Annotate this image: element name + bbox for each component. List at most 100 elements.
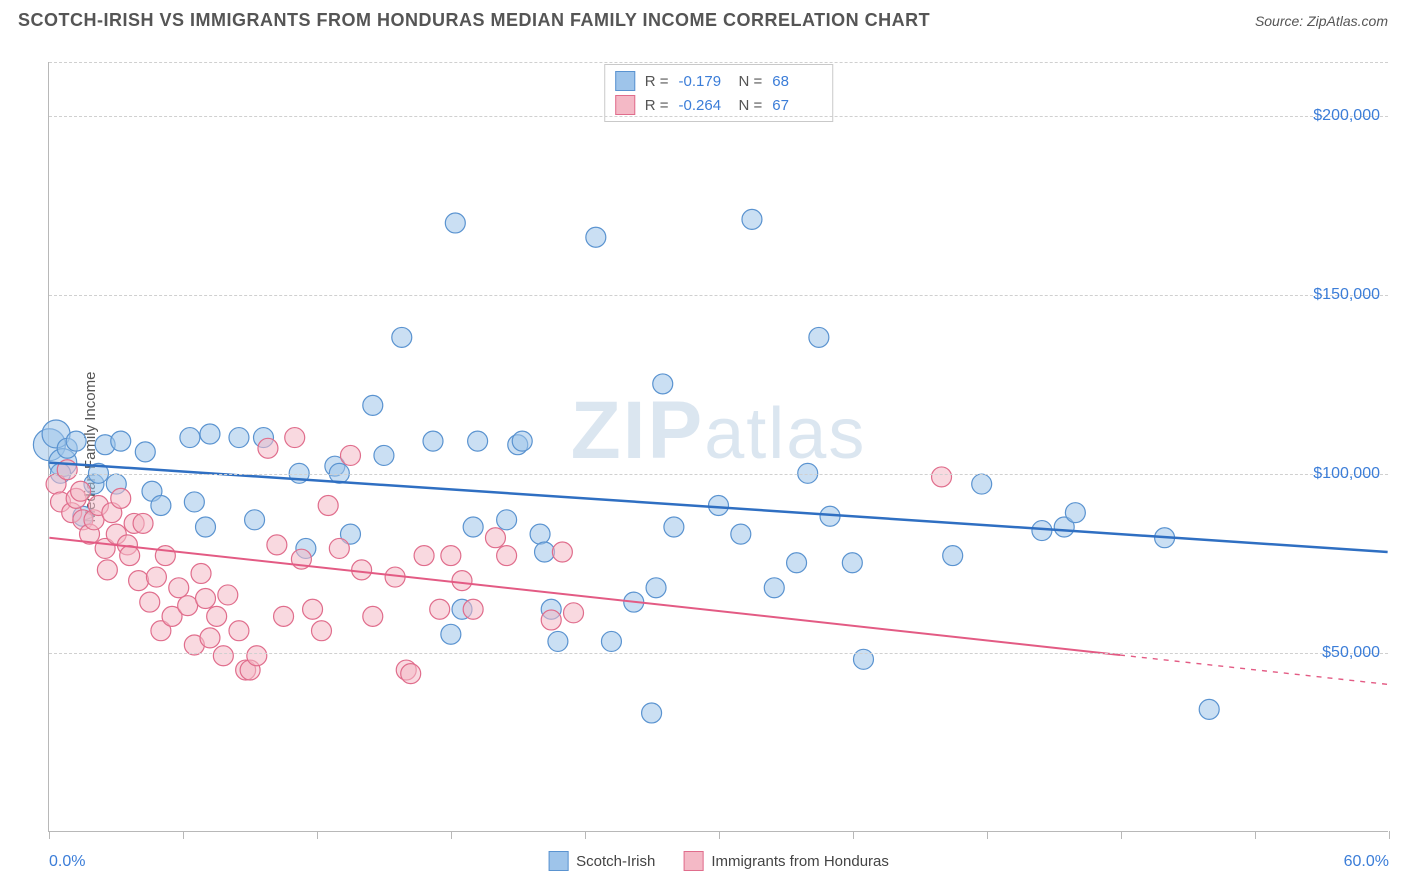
x-tick — [451, 831, 452, 839]
y-tick-label: $50,000 — [1322, 644, 1380, 662]
gridline — [49, 116, 1388, 117]
source-label: Source: — [1255, 13, 1303, 29]
x-tick — [1121, 831, 1122, 839]
data-point — [318, 496, 338, 516]
chart-title: SCOTCH-IRISH VS IMMIGRANTS FROM HONDURAS… — [18, 10, 930, 31]
data-point — [120, 546, 140, 566]
data-point — [552, 542, 572, 562]
source-attribution: Source: ZipAtlas.com — [1255, 13, 1388, 29]
data-point — [535, 542, 555, 562]
data-point — [485, 528, 505, 548]
data-point — [363, 395, 383, 415]
data-point — [180, 428, 200, 448]
y-tick-label: $150,000 — [1313, 286, 1380, 304]
data-point — [140, 592, 160, 612]
plot-area: ZIPatlas Median Family Income R =-0.179N… — [48, 62, 1388, 832]
data-point — [213, 646, 233, 666]
data-point — [642, 703, 662, 723]
data-point — [146, 567, 166, 587]
r-value: -0.264 — [679, 97, 729, 114]
data-point — [709, 496, 729, 516]
x-tick — [1255, 831, 1256, 839]
stats-legend: R =-0.179N =68R =-0.264N =67 — [604, 64, 834, 122]
data-point — [97, 560, 117, 580]
gridline — [49, 474, 1388, 475]
x-tick-label: 0.0% — [49, 853, 85, 871]
x-tick — [853, 831, 854, 839]
data-point — [329, 538, 349, 558]
gridline — [49, 653, 1388, 654]
data-point — [463, 599, 483, 619]
data-point — [497, 546, 517, 566]
legend-item: Scotch-Irish — [548, 851, 655, 871]
data-point — [445, 213, 465, 233]
data-point — [169, 578, 189, 598]
data-point — [111, 488, 131, 508]
data-point — [191, 563, 211, 583]
data-point — [548, 631, 568, 651]
data-point — [392, 327, 412, 347]
data-point — [285, 428, 305, 448]
r-label: R = — [645, 73, 669, 90]
gridline — [49, 62, 1388, 63]
data-point — [363, 606, 383, 626]
data-point — [463, 517, 483, 537]
data-point — [452, 571, 472, 591]
legend-swatch — [548, 851, 568, 871]
data-point — [664, 517, 684, 537]
data-point — [787, 553, 807, 573]
legend-label: Scotch-Irish — [576, 853, 655, 870]
data-point — [541, 610, 561, 630]
data-point — [1199, 699, 1219, 719]
data-point — [441, 624, 461, 644]
data-point — [111, 431, 131, 451]
data-point — [200, 628, 220, 648]
data-point — [441, 546, 461, 566]
data-point — [196, 589, 216, 609]
data-point — [468, 431, 488, 451]
data-point — [512, 431, 532, 451]
data-point — [229, 621, 249, 641]
x-tick — [585, 831, 586, 839]
trend-line — [49, 463, 1387, 552]
data-point — [196, 517, 216, 537]
data-point — [218, 585, 238, 605]
data-point — [135, 442, 155, 462]
x-tick — [1389, 831, 1390, 839]
data-point — [653, 374, 673, 394]
data-point — [842, 553, 862, 573]
legend-swatch — [683, 851, 703, 871]
y-tick-label: $200,000 — [1313, 107, 1380, 125]
data-point — [267, 535, 287, 555]
header: SCOTCH-IRISH VS IMMIGRANTS FROM HONDURAS… — [0, 0, 1406, 37]
data-point — [247, 646, 267, 666]
data-point — [731, 524, 751, 544]
data-point — [303, 599, 323, 619]
data-point — [564, 603, 584, 623]
data-point — [229, 428, 249, 448]
legend-swatch — [615, 71, 635, 91]
data-point — [601, 631, 621, 651]
data-point — [497, 510, 517, 530]
x-tick — [317, 831, 318, 839]
data-point — [764, 578, 784, 598]
n-value: 68 — [772, 73, 822, 90]
data-point — [374, 445, 394, 465]
source-value: ZipAtlas.com — [1307, 13, 1388, 29]
x-tick — [183, 831, 184, 839]
data-point — [71, 481, 91, 501]
data-point — [352, 560, 372, 580]
n-label: N = — [739, 97, 763, 114]
data-point — [430, 599, 450, 619]
data-point — [340, 445, 360, 465]
data-point — [401, 664, 421, 684]
x-tick — [49, 831, 50, 839]
n-value: 67 — [772, 97, 822, 114]
data-point — [311, 621, 331, 641]
n-label: N = — [739, 73, 763, 90]
data-point — [207, 606, 227, 626]
chart-container: SCOTCH-IRISH VS IMMIGRANTS FROM HONDURAS… — [0, 0, 1406, 892]
data-point — [274, 606, 294, 626]
stats-row: R =-0.264N =67 — [615, 93, 823, 117]
data-point — [133, 513, 153, 533]
